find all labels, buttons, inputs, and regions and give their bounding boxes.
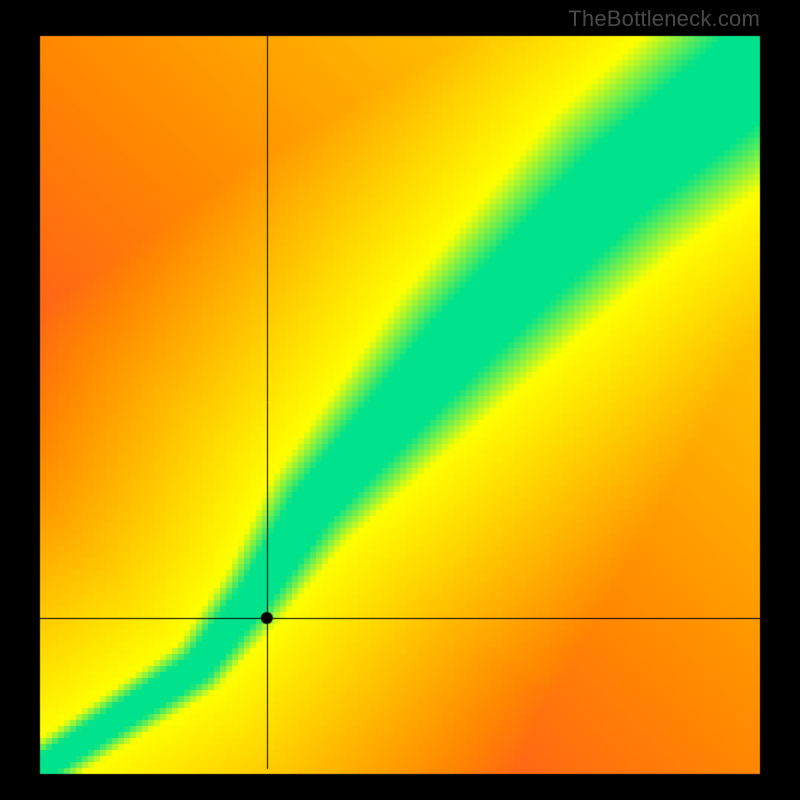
heatmap-canvas [0, 0, 800, 800]
watermark-text: TheBottleneck.com [568, 6, 760, 32]
chart-container: TheBottleneck.com [0, 0, 800, 800]
